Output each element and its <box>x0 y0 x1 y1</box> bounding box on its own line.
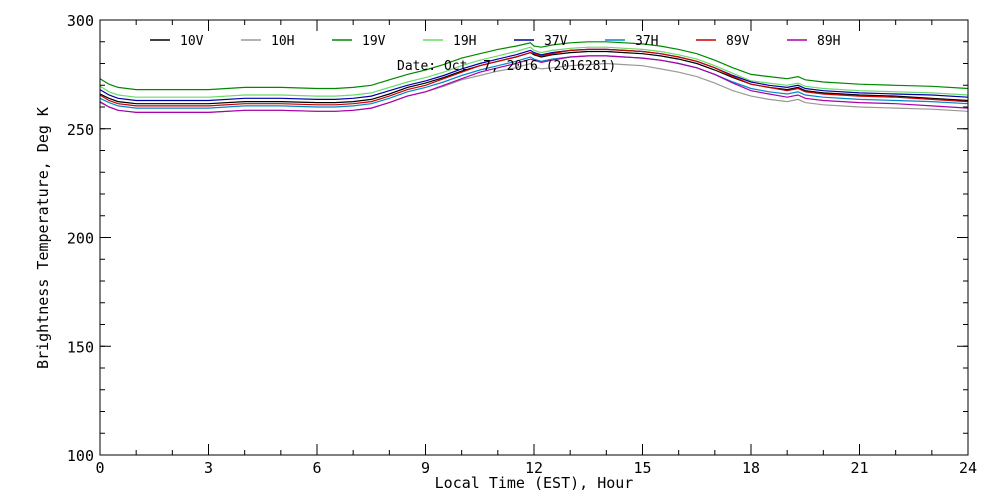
x-tick-label: 21 <box>850 459 868 477</box>
series-line-10v <box>99 50 969 105</box>
y-tick-label: 300 <box>67 12 94 30</box>
x-tick-label: 12 <box>525 459 543 477</box>
y-axis-title: Brightness Temperature, Deg K <box>34 107 52 369</box>
series-line-19v <box>99 41 969 91</box>
legend-label-10v: 10V <box>180 34 204 49</box>
axis-ticks <box>99 19 969 456</box>
y-tick-label: 150 <box>67 338 94 356</box>
x-tick-label: 9 <box>421 459 430 477</box>
legend-label-89h: 89H <box>817 34 840 49</box>
x-tick-label: 24 <box>959 459 977 477</box>
series-line-19h <box>99 46 969 98</box>
y-tick-label: 250 <box>67 121 94 139</box>
plot-frame <box>99 19 969 456</box>
x-tick-label: 15 <box>633 459 651 477</box>
legend-label-89v: 89V <box>726 34 750 49</box>
x-tick-label: 3 <box>204 459 213 477</box>
y-tick-label: 200 <box>67 230 94 248</box>
series-line-37h <box>99 55 969 109</box>
x-axis-title: Local Time (EST), Hour <box>435 474 634 492</box>
date-annotation: Date: Oct 7, 2016 (2016281) <box>397 59 616 74</box>
series-lines <box>99 41 969 114</box>
legend-label-19h: 19H <box>453 34 476 49</box>
legend-label-37h: 37H <box>635 34 658 49</box>
y-tick-labels: 100 150 200 250 300 <box>67 12 94 465</box>
legend-label-10h: 10H <box>271 34 294 49</box>
series-line-89v <box>99 48 969 107</box>
legend-label-19v: 19V <box>362 34 386 49</box>
x-tick-label: 18 <box>742 459 760 477</box>
series-line-89h <box>99 55 969 114</box>
x-tick-labels: 0 3 6 9 12 15 18 21 24 <box>95 459 977 477</box>
x-tick-label: 0 <box>95 459 104 477</box>
series-line-37v <box>99 48 969 102</box>
x-tick-label: 6 <box>312 459 321 477</box>
legend: 10V 10H 19V 19H 37V 37H 89V 89H <box>150 34 840 49</box>
y-tick-label: 100 <box>67 447 94 465</box>
legend-label-37v: 37V <box>544 34 568 49</box>
